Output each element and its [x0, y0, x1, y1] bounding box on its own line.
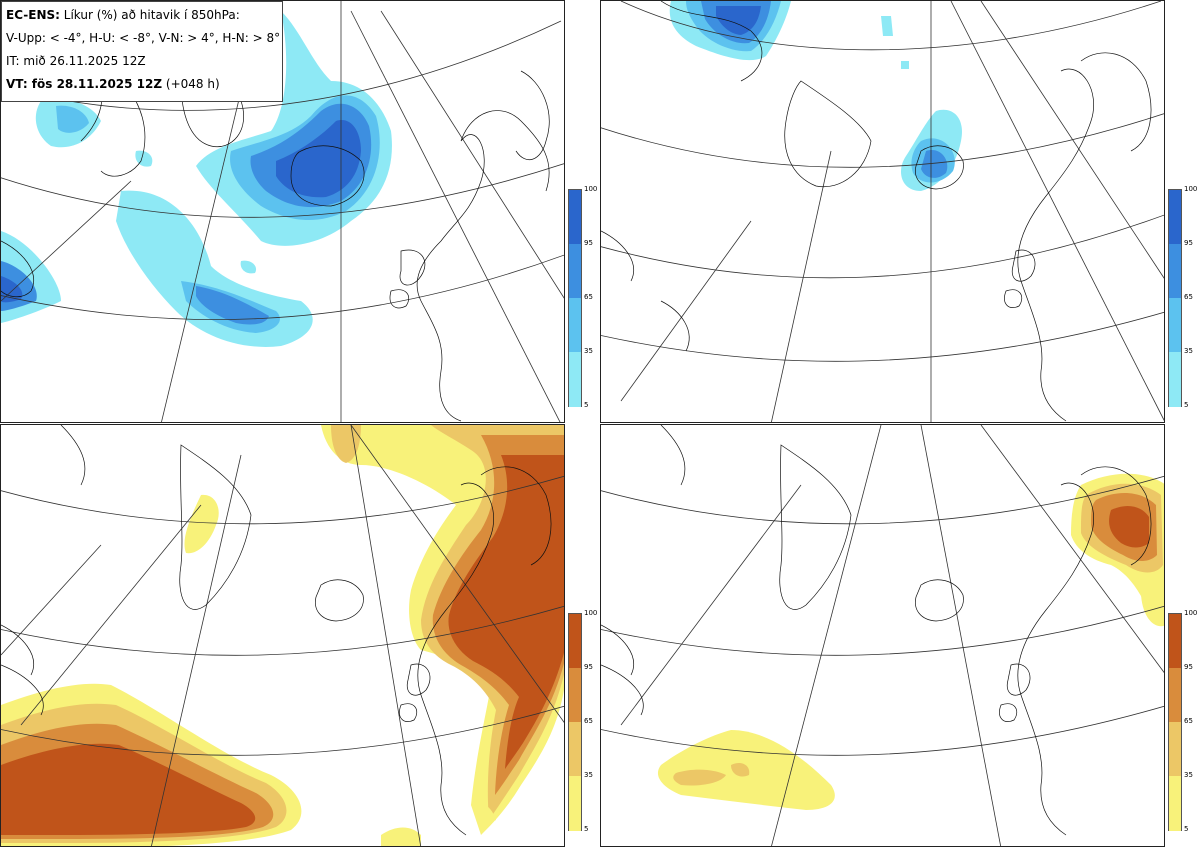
map-panel-bottom-right: [600, 424, 1165, 847]
colorbar-segment: [1169, 722, 1181, 777]
map-panel-top-right: [600, 0, 1165, 423]
map-bottom-right: [601, 425, 1164, 846]
graticule: [1, 425, 564, 846]
colorbar-tick-label: 35: [1184, 771, 1193, 779]
forecast-hour: (+048 h): [162, 77, 220, 91]
colorbar-segment: [569, 776, 581, 831]
colorbar-warm-bottom-right: [1168, 613, 1182, 831]
colorbar-tick-label: 95: [1184, 239, 1193, 247]
colorbar-segment: [569, 190, 581, 245]
colorbar-tick-label: 100: [584, 185, 598, 193]
legend-line-3: IT: mið 26.11.2025 12Z: [6, 54, 146, 68]
colorbar-segment: [1169, 352, 1181, 407]
probability-field: [1, 425, 564, 846]
colorbar-tick-label: 95: [584, 239, 593, 247]
colorbar-tick-label: 35: [1184, 347, 1193, 355]
map-top-left: [1, 1, 564, 422]
colorbar-tick-label: 5: [584, 401, 589, 409]
colorbar-tick-label: 5: [1184, 401, 1189, 409]
colorbar-segment: [569, 614, 581, 669]
colorbar-tick-label: 35: [584, 347, 593, 355]
probability-field: [669, 1, 962, 191]
colorbar-segment: [569, 352, 581, 407]
colorbar-segment: [1169, 776, 1181, 831]
colorbar-warm-bottom-left: [568, 613, 582, 831]
colorbar-tick-label: 65: [584, 293, 593, 301]
map-info-legend: EC-ENS: Líkur (%) að hitavik í 850hPa: V…: [1, 1, 283, 102]
colorbar-tick-label: 100: [584, 609, 598, 617]
legend-line-2: V-Upp: < -4°, H-U: < -8°, V-N: > 4°, H-N…: [6, 31, 281, 45]
model-label: EC-ENS:: [6, 8, 60, 22]
colorbar-segment: [1169, 190, 1181, 245]
map-panel-top-left: EC-ENS: Líkur (%) að hitavik í 850hPa: V…: [0, 0, 565, 423]
coastlines: [1, 425, 552, 836]
legend-line-4: VT: fös 28.11.2025 12Z (+048 h): [6, 75, 278, 98]
colorbar-tick-label: 65: [1184, 293, 1193, 301]
variable-description: Líkur (%) að hitavik í 850hPa:: [59, 8, 240, 22]
colorbar-tick-label: 65: [1184, 717, 1193, 725]
colorbar-segment: [569, 244, 581, 299]
colorbar-tick-label: 100: [1184, 185, 1198, 193]
coastlines: [601, 1, 1152, 422]
colorbar-segment: [1169, 614, 1181, 669]
colorbar-segment: [1169, 298, 1181, 353]
colorbar-segment: [1169, 668, 1181, 723]
colorbar-tick-label: 100: [1184, 609, 1198, 617]
map-bottom-left: [1, 425, 564, 846]
probability-field: [657, 473, 1164, 810]
map-panel-bottom-left: [0, 424, 565, 847]
colorbar-segment: [569, 668, 581, 723]
graticule: [601, 425, 1164, 846]
colorbar-segment: [1169, 244, 1181, 299]
colorbar-segment: [569, 722, 581, 777]
colorbar-tick-label: 95: [584, 663, 593, 671]
colorbar-segment: [569, 298, 581, 353]
colorbar-tick-label: 5: [1184, 825, 1189, 833]
legend-line-1: EC-ENS: Líkur (%) að hitavik í 850hPa:: [6, 6, 278, 29]
valid-time: VT: fös 28.11.2025 12Z: [6, 77, 163, 91]
colorbar-tick-label: 35: [584, 771, 593, 779]
graticule: [601, 1, 1164, 422]
colorbar-tick-label: 5: [584, 825, 589, 833]
colorbar-cold-top-right: [1168, 189, 1182, 407]
graticule: [1, 1, 564, 422]
map-top-right: [601, 1, 1164, 422]
colorbar-tick-label: 65: [584, 717, 593, 725]
colorbar-cold-top-left: [568, 189, 582, 407]
coastlines: [601, 425, 1152, 836]
colorbar-tick-label: 95: [1184, 663, 1193, 671]
